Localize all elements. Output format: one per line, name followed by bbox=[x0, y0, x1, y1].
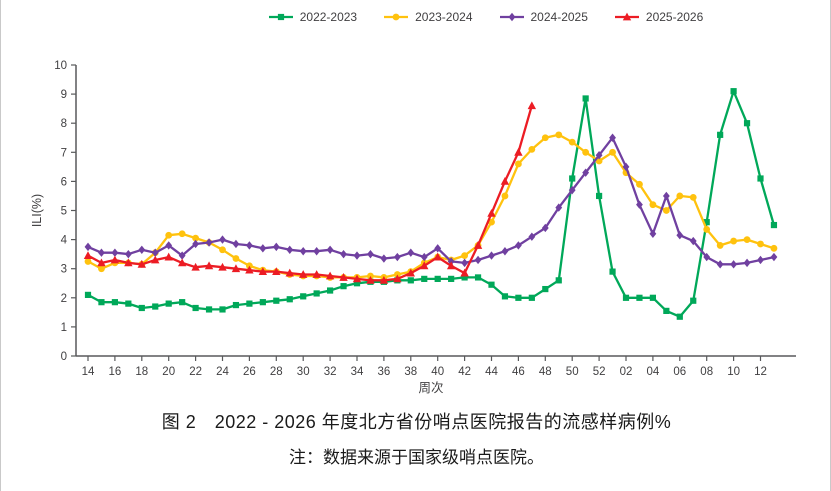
y-tick-label: 10 bbox=[54, 60, 67, 72]
y-tick-label: 6 bbox=[61, 176, 67, 188]
x-tick-label: 28 bbox=[270, 366, 283, 378]
x-axis-title: 周次 bbox=[418, 381, 443, 395]
y-tick-label: 3 bbox=[61, 264, 67, 276]
y-tick-label: 5 bbox=[61, 206, 67, 218]
y-tick-label: 8 bbox=[61, 118, 67, 130]
series-2024-2025 bbox=[84, 133, 778, 269]
chart-legend: 2022-2023 2023-2024 2024-2025 2025-2026 bbox=[141, 10, 830, 24]
legend-item-2023-2024: 2023-2024 bbox=[383, 10, 473, 24]
x-tick-label: 22 bbox=[189, 366, 202, 378]
x-tick-label: 24 bbox=[216, 366, 229, 378]
x-tick-label: 20 bbox=[162, 366, 175, 378]
legend-square-icon bbox=[268, 13, 293, 21]
x-tick-label: 12 bbox=[754, 366, 767, 378]
y-axis-title: ILI(%) bbox=[30, 194, 44, 227]
y-tick-label: 1 bbox=[61, 322, 67, 334]
x-tick-label: 10 bbox=[727, 366, 740, 378]
chart-area: 0 1 2 3 4 5 6 7 8 9 10 14 16 18 20 22 24 26 28 30 32 34 36 38 40… bbox=[1, 0, 831, 400]
x-tick-label: 44 bbox=[485, 366, 498, 378]
x-tick-label: 40 bbox=[431, 366, 444, 378]
x-tick-label: 34 bbox=[351, 366, 364, 378]
x-tick-label: 46 bbox=[512, 366, 525, 378]
legend-label: 2022-2023 bbox=[299, 10, 358, 24]
legend-label: 2024-2025 bbox=[530, 10, 588, 24]
x-tick-label: 52 bbox=[593, 366, 606, 378]
x-tick-label: 30 bbox=[297, 366, 310, 378]
x-tick-label: 32 bbox=[324, 366, 337, 378]
figure-note: 注：数据来源于国家级哨点医院。 bbox=[289, 448, 544, 467]
y-tick-label: 9 bbox=[61, 89, 67, 101]
legend-item-2025-2026: 2025-2026 bbox=[614, 10, 703, 24]
legend-item-2022-2023: 2022-2023 bbox=[268, 10, 357, 24]
y-tick-label: 4 bbox=[61, 235, 68, 247]
legend-label: 2023-2024 bbox=[415, 10, 473, 24]
y-tick-label: 7 bbox=[61, 147, 67, 159]
x-tick-label: 16 bbox=[109, 366, 122, 378]
x-tick-label: 48 bbox=[539, 366, 552, 378]
legend-item-2024-2025: 2024-2025 bbox=[499, 10, 588, 24]
x-tick-label: 36 bbox=[378, 366, 391, 378]
y-tick-label: 2 bbox=[61, 293, 67, 305]
x-tick-label: 08 bbox=[700, 366, 713, 378]
y-tick-label: 0 bbox=[61, 351, 67, 363]
legend-diamond-icon bbox=[499, 12, 524, 22]
x-tick-label: 26 bbox=[243, 366, 256, 378]
legend-triangle-icon bbox=[614, 12, 639, 21]
series-2023-2024 bbox=[84, 131, 778, 281]
series-2025-2026 bbox=[83, 101, 537, 284]
x-tick-label: 50 bbox=[566, 366, 579, 378]
legend-circle-icon bbox=[384, 13, 409, 21]
x-tick-label: 38 bbox=[404, 366, 417, 378]
x-tick-label: 18 bbox=[135, 366, 148, 378]
figure-title: 图 2 2022 - 2026 年度北方省份哨点医院报告的流感样病例% bbox=[161, 412, 672, 432]
x-tick-label: 06 bbox=[673, 366, 686, 378]
x-tick-label: 02 bbox=[620, 366, 633, 378]
series-2022-2023 bbox=[84, 88, 778, 320]
x-tick-label: 04 bbox=[647, 366, 660, 378]
x-tick-label: 14 bbox=[82, 366, 95, 378]
legend-label: 2025-2026 bbox=[645, 10, 704, 24]
x-tick-label: 42 bbox=[458, 366, 471, 378]
